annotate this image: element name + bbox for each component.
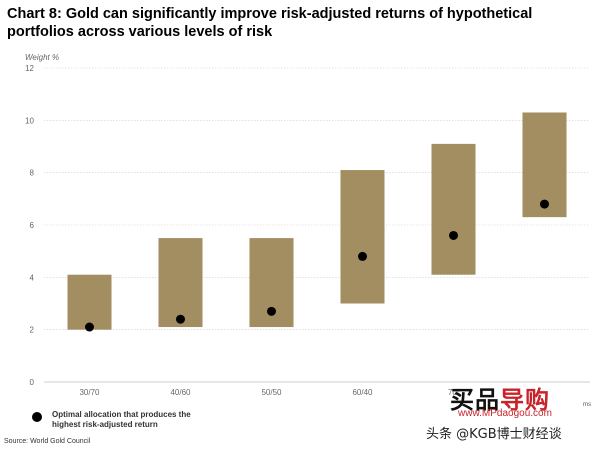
chart-title: Chart 8: Gold can significantly improve … xyxy=(7,6,533,40)
optimal-dot-50-50 xyxy=(267,306,276,316)
watermark-url: www.MPdaogou.com xyxy=(458,408,552,419)
optimal-dot-70-30 xyxy=(449,230,458,240)
optimal-dot-30-70 xyxy=(85,322,94,332)
y-tick-label: 12 xyxy=(25,64,34,73)
watermark-logo-part2: 导购 xyxy=(500,386,550,414)
range-bar-30-70 xyxy=(67,274,112,330)
gridlines xyxy=(44,67,590,383)
x-tick-label: 60/40 xyxy=(352,388,373,397)
optimal-dot-40-60 xyxy=(176,314,185,324)
range-bars xyxy=(67,112,567,330)
y-tick-label: 6 xyxy=(30,221,35,230)
x-tick-label: 40/60 xyxy=(170,388,191,397)
legend: Optimal allocation that produces the hig… xyxy=(32,410,212,430)
y-axis-label: Weight % xyxy=(25,53,59,62)
y-tick-label: 0 xyxy=(30,378,35,387)
y-tick-label: 8 xyxy=(30,169,35,178)
legend-marker xyxy=(32,412,42,422)
watermark-logo: 买品导购 xyxy=(450,380,550,415)
range-bar-60-40 xyxy=(340,170,385,304)
x-tick-label: 30/70 xyxy=(79,388,100,397)
optimal-dot-80-20 xyxy=(540,199,549,209)
range-bar-40-60 xyxy=(158,238,203,328)
optimal-dots xyxy=(85,199,549,332)
optimal-dot-60-40 xyxy=(358,251,367,261)
range-bar-70-30 xyxy=(431,143,476,275)
watermark-logo-part1: 买品 xyxy=(450,386,500,414)
watermark: 买品导购 www.MPdaogou.com 头条 @KGB博士财经谈 ms xyxy=(420,380,595,444)
legend-label: Optimal allocation that produces the hig… xyxy=(52,410,191,429)
y-tick-label: 10 xyxy=(25,116,34,125)
x-tick-label: 70/ xyxy=(448,388,460,397)
y-tick-label: 2 xyxy=(30,326,35,335)
watermark-cut-text: ms xyxy=(583,402,591,408)
source-note: Source: World Gold Council xyxy=(4,438,91,445)
y-tick-label: 4 xyxy=(30,273,35,282)
tick-labels: 0 2 4 6 8 10 12 30/70 40/60 50/50 60/40 70/ xyxy=(25,64,460,397)
watermark-credit: 头条 @KGB博士财经谈 xyxy=(426,427,562,442)
x-tick-label: 50/50 xyxy=(261,388,282,397)
